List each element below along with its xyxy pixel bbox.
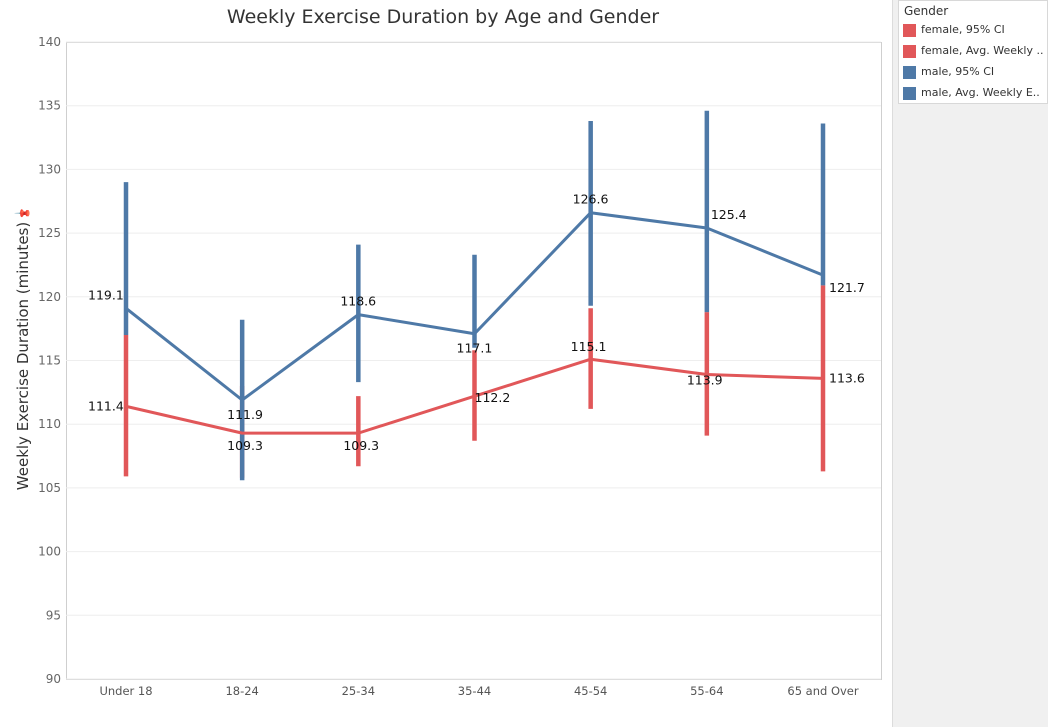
data-label-female: 113.9	[687, 373, 723, 388]
legend-label: male, Avg. Weekly E..	[921, 86, 1040, 99]
legend-item-male-ci[interactable]: male, 95% CI	[903, 64, 1047, 80]
y-tick-label: 90	[46, 672, 61, 686]
x-tick-label: 25-34	[342, 684, 375, 698]
x-tick-label: 45-54	[574, 684, 607, 698]
legend-label: female, 95% CI	[921, 23, 1005, 36]
data-label-female: 109.3	[227, 438, 263, 453]
data-label-female: 112.2	[475, 390, 511, 405]
side-panel	[892, 0, 1048, 727]
y-tick-label: 130	[38, 162, 61, 176]
legend-title: Gender	[904, 4, 949, 18]
y-tick-label: 95	[46, 608, 61, 622]
data-label-male: 119.1	[88, 287, 124, 302]
data-label-male: 117.1	[457, 341, 493, 356]
x-tick-label: 18-24	[225, 684, 258, 698]
data-label-female: 109.3	[343, 438, 379, 453]
legend-swatch	[903, 45, 916, 58]
data-label-male: 125.4	[711, 207, 747, 222]
legend-swatch	[903, 66, 916, 79]
legend-label: female, Avg. Weekly ..	[921, 44, 1043, 57]
legend-item-male-avg[interactable]: male, Avg. Weekly E..	[903, 85, 1047, 101]
x-tick-label: 65 and Over	[787, 684, 859, 698]
data-label-male: 121.7	[829, 280, 865, 295]
legend-label: male, 95% CI	[921, 65, 995, 78]
legend-swatch	[903, 24, 916, 37]
y-tick-label: 105	[38, 481, 61, 495]
y-tick-label: 125	[38, 226, 61, 240]
legend: Gender female, 95% CI female, Avg. Weekl…	[898, 0, 1048, 104]
y-tick-label: 115	[38, 354, 61, 368]
data-label-female: 113.6	[829, 370, 865, 385]
x-tick-label: Under 18	[99, 684, 152, 698]
y-tick-label: 110	[38, 417, 61, 431]
legend-item-female-avg[interactable]: female, Avg. Weekly ..	[903, 43, 1047, 59]
y-axis-label: Weekly Exercise Duration (minutes)	[14, 221, 32, 491]
data-label-male: 118.6	[340, 294, 376, 309]
x-tick-label: 35-44	[458, 684, 491, 698]
y-tick-label: 135	[38, 99, 61, 113]
x-tick-label: 55-64	[690, 684, 723, 698]
series-line-male	[124, 211, 825, 402]
y-tick-label: 140	[38, 35, 61, 49]
series-line-female	[124, 357, 825, 435]
data-label-male: 126.6	[573, 192, 609, 207]
plot-area: 90 95 100 105 110 115 120 125 130 135 140 Under 18 1…	[38, 35, 882, 698]
data-label-female: 115.1	[571, 339, 607, 354]
data-label-male: 111.9	[227, 407, 263, 422]
y-tick-label: 100	[38, 545, 61, 559]
data-label-female: 111.4	[88, 398, 124, 413]
chart-title: Weekly Exercise Duration by Age and Gend…	[226, 6, 660, 28]
legend-item-female-ci[interactable]: female, 95% CI	[903, 22, 1047, 38]
legend-swatch	[903, 87, 916, 100]
y-tick-label: 120	[38, 290, 61, 304]
